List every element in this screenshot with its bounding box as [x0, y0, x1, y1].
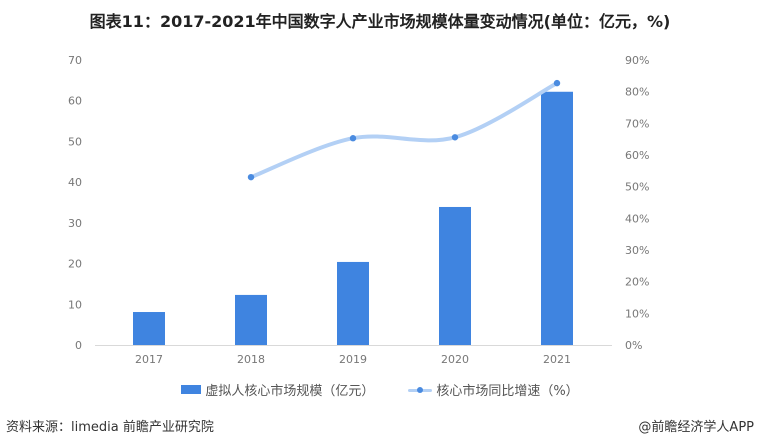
left-axis-tick: 70	[68, 54, 82, 67]
left-axis-tick: 0	[75, 339, 82, 352]
legend-item-line: 核心市场同比增速（%）	[408, 380, 579, 399]
x-axis-tick: 2017	[135, 353, 163, 366]
growth-point-2020	[451, 134, 459, 141]
bar-2020	[439, 206, 471, 345]
chart: 0 10 20 30 40 50 60 70 0% 10% 20% 30% 40% 50% 60% 70% 80…	[68, 54, 649, 366]
right-axis-tick: 60%	[625, 149, 649, 162]
bar-2021	[541, 91, 573, 345]
bar-2017	[133, 312, 165, 345]
x-axis-tick: 2019	[339, 353, 367, 366]
source-note: 资料来源：limedia 前瞻产业研究院	[6, 420, 214, 435]
growth-point-2018	[247, 173, 255, 181]
bar-2019	[337, 261, 369, 345]
chart-title: 图表11：2017-2021年中国数字人产业市场规模体量变动情况(单位：亿元，%…	[89, 12, 671, 31]
growth-line	[249, 81, 559, 180]
legend-line-swatch	[408, 385, 433, 395]
left-axis-tick: 50	[68, 135, 82, 148]
growth-point-2021	[553, 79, 561, 87]
legend-item-bar: 虚拟人核心市场规模（亿元）	[181, 380, 374, 399]
left-axis-tick: 20	[68, 258, 82, 271]
x-axis-tick: 2020	[441, 353, 469, 366]
brand-credit: @前瞻经济学人APP	[638, 420, 754, 435]
left-axis-tick: 10	[68, 298, 82, 311]
right-axis-tick: 10%	[625, 307, 649, 320]
bar-2018	[235, 294, 267, 345]
right-axis-tick: 80%	[625, 86, 649, 99]
right-axis-tick: 90%	[625, 54, 649, 67]
legend-bar-swatch	[181, 385, 202, 394]
legend-bar-label: 虚拟人核心市场规模（亿元）	[205, 384, 375, 399]
growth-point-2019	[349, 135, 357, 142]
legend-line-label: 核心市场同比增速（%）	[436, 384, 579, 399]
legend: 虚拟人核心市场规模（亿元） 核心市场同比增速（%）	[0, 380, 760, 399]
right-axis-tick: 0%	[625, 339, 642, 352]
right-axis-tick: 40%	[625, 212, 649, 225]
x-axis-tick: 2018	[237, 353, 265, 366]
left-axis-tick: 60	[68, 95, 82, 108]
x-axis-tick: 2021	[543, 353, 571, 366]
left-axis-tick: 30	[68, 217, 82, 230]
right-axis-tick: 20%	[625, 276, 649, 289]
right-axis-tick: 30%	[625, 244, 649, 257]
left-axis-tick: 40	[68, 176, 82, 189]
right-axis-tick: 70%	[625, 117, 649, 130]
right-axis-tick: 50%	[625, 181, 649, 194]
